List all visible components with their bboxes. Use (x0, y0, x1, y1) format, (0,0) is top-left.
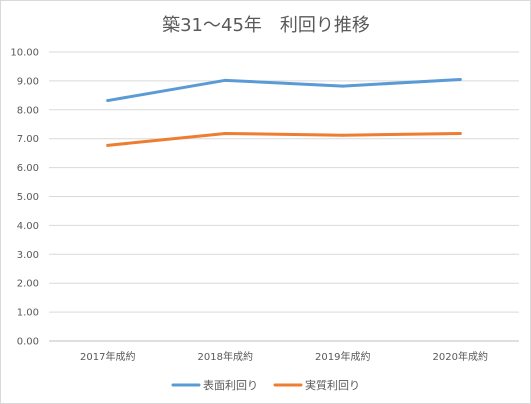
data-point (223, 131, 227, 135)
y-tick-label: 1.00 (17, 308, 39, 319)
gridlines (49, 51, 519, 342)
y-tick-label: 10.00 (10, 48, 39, 59)
data-point (341, 84, 345, 88)
legend: 表面利回り 実質利回り (171, 378, 360, 392)
legend-label: 表面利回り (203, 378, 258, 392)
y-tick-label: 0.00 (17, 337, 39, 348)
series-line-2 (106, 131, 462, 147)
y-tick-label: 2.00 (17, 279, 39, 290)
x-tick-label: 2020年成約 (433, 350, 488, 363)
x-tick-label: 2019年成約 (315, 350, 370, 363)
data-point (223, 78, 227, 82)
series-lines (106, 77, 462, 147)
x-axis-ticks: 2017年成約 2018年成約 2019年成約 2020年成約 (80, 350, 488, 363)
y-tick-label: 9.00 (17, 76, 39, 87)
data-point (106, 143, 110, 147)
x-tick-label: 2017年成約 (80, 350, 135, 363)
chart-title: 築31～45年 利回り推移 (162, 15, 370, 36)
legend-label: 実質利回り (305, 378, 360, 392)
data-point (341, 133, 345, 137)
y-tick-label: 8.00 (17, 105, 39, 116)
series-line-1 (106, 77, 462, 103)
y-tick-label: 3.00 (17, 250, 39, 261)
data-point (106, 99, 110, 103)
data-point (458, 131, 462, 135)
y-tick-label: 5.00 (17, 192, 39, 203)
y-tick-label: 7.00 (17, 134, 39, 145)
y-tick-label: 6.00 (17, 163, 39, 174)
y-tick-label: 4.00 (17, 221, 39, 232)
data-point (458, 77, 462, 81)
x-tick-label: 2018年成約 (198, 350, 253, 363)
y-axis-ticks: 0.00 1.00 2.00 3.00 4.00 5.00 6.00 7.00 8.00 9.00… (10, 48, 39, 348)
